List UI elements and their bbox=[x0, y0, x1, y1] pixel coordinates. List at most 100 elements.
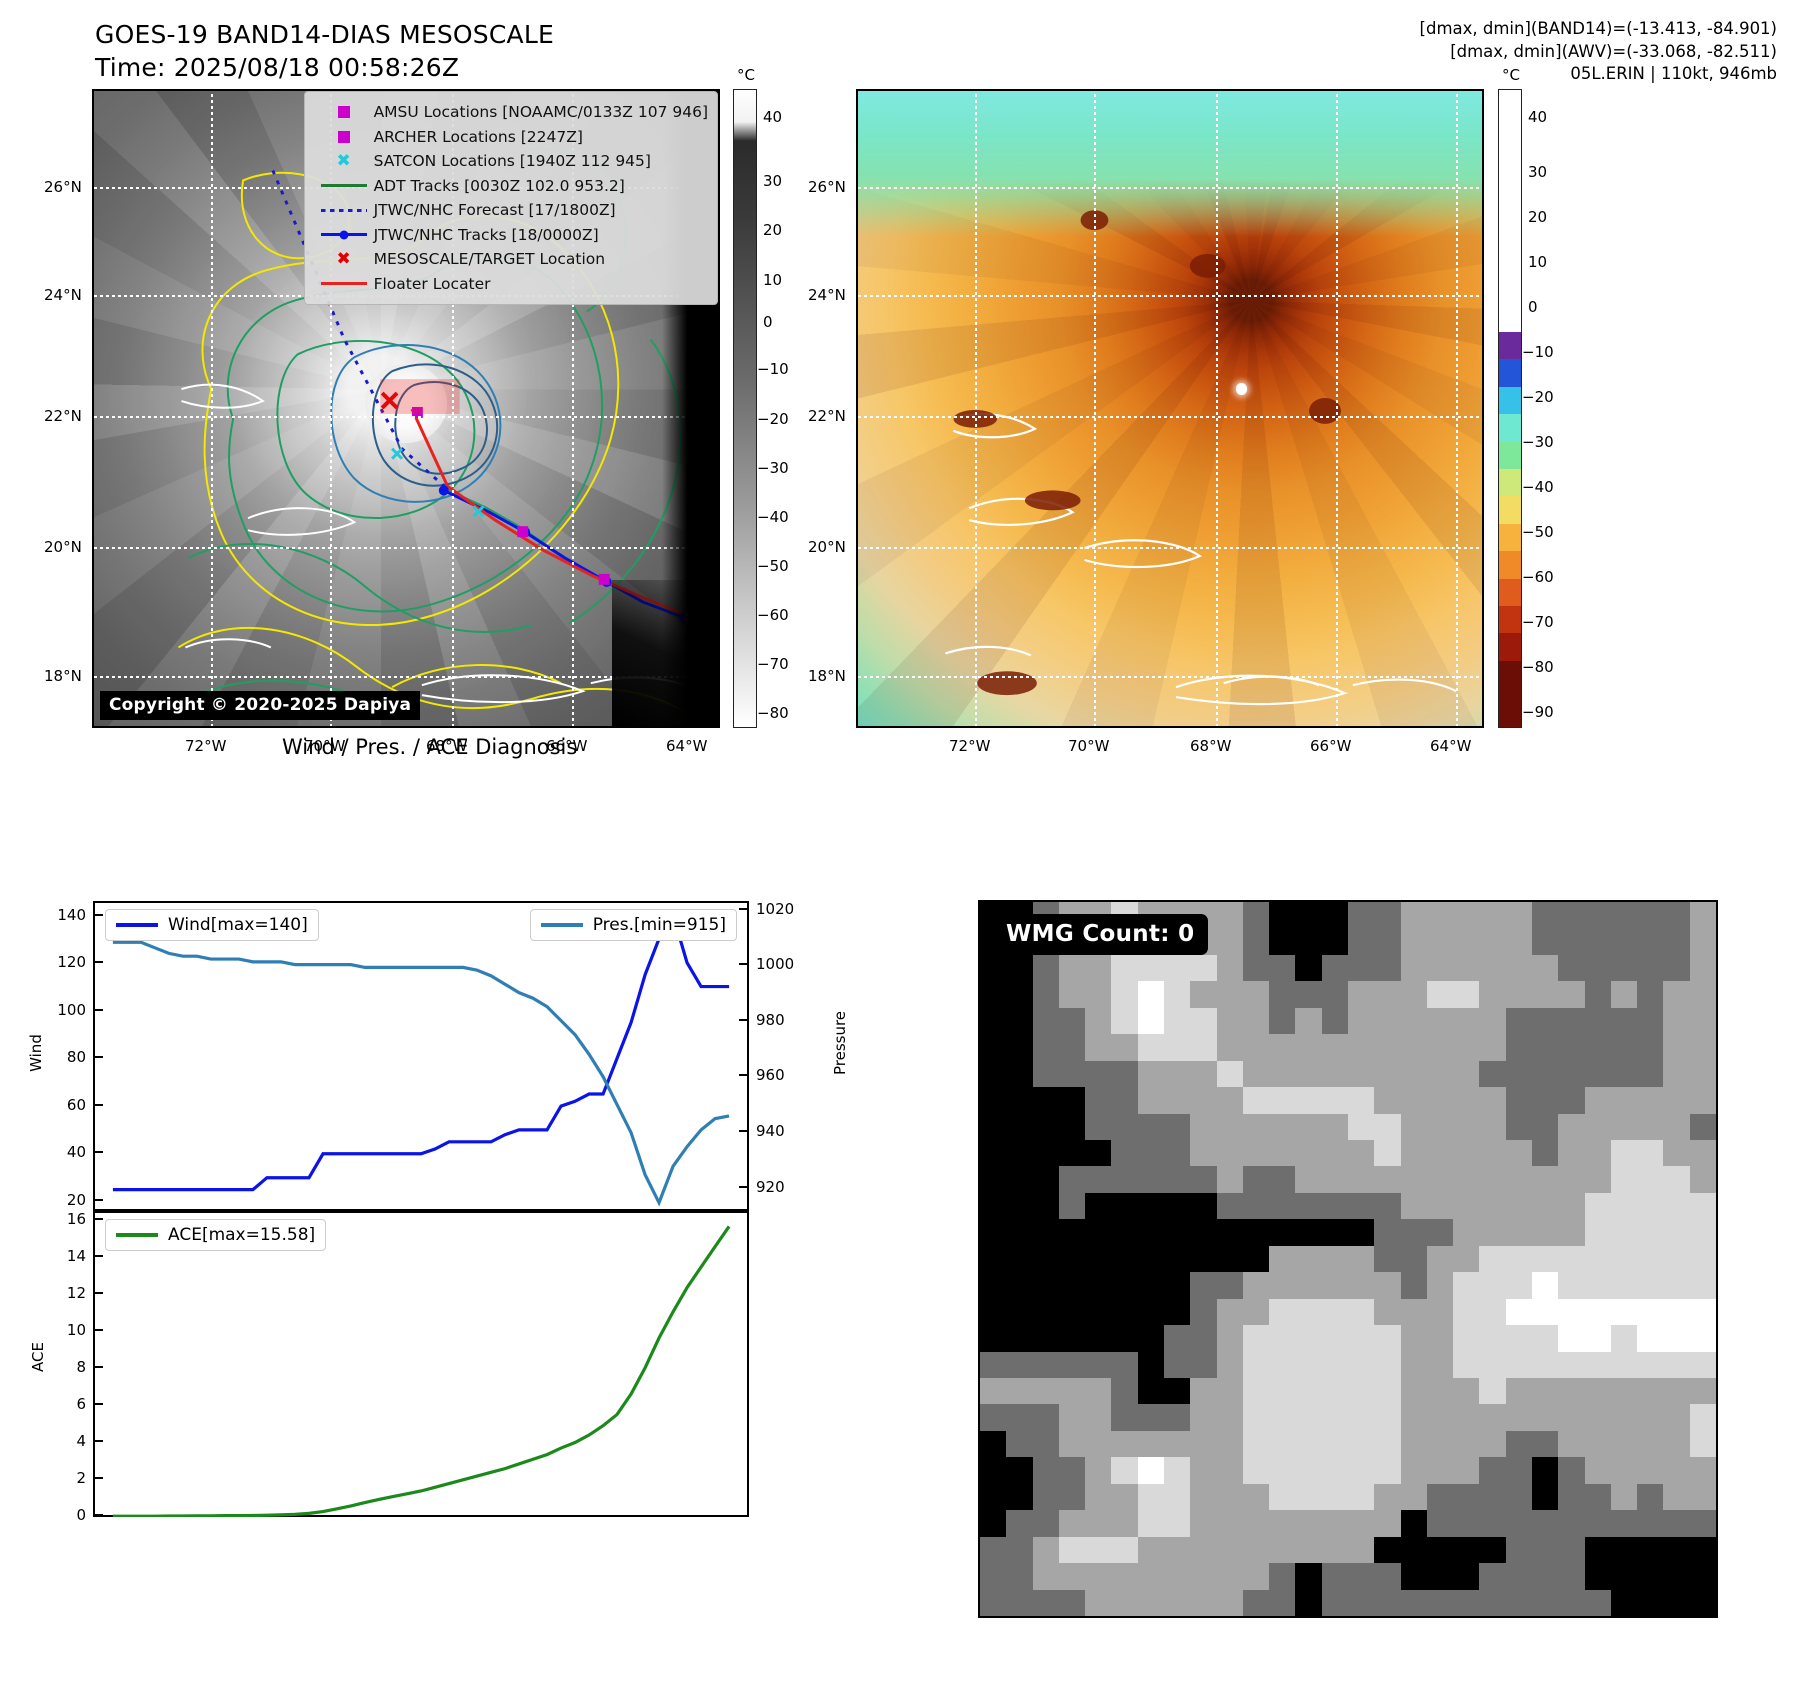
wmg-cell bbox=[1269, 1140, 1296, 1167]
wmg-cell bbox=[1689, 1483, 1716, 1511]
wmg-cell bbox=[1479, 1457, 1506, 1484]
wmg-cell bbox=[1111, 1007, 1138, 1035]
wmg-cell bbox=[1242, 1351, 1270, 1378]
wmg-cell bbox=[1321, 1430, 1348, 1458]
wmg-cell bbox=[1321, 1404, 1348, 1431]
wmg-cell bbox=[1610, 1430, 1638, 1458]
wmg-cell bbox=[1190, 1272, 1217, 1299]
wmg-cell bbox=[1321, 1192, 1348, 1220]
wmg-cell bbox=[1348, 1087, 1375, 1114]
ir-colorbar[interactable] bbox=[733, 89, 757, 728]
wmg-cell bbox=[1058, 1483, 1086, 1511]
wmg-cell bbox=[1295, 1404, 1322, 1431]
wmg-cell bbox=[1137, 1404, 1164, 1431]
wmg-cell bbox=[1426, 1272, 1454, 1299]
wmg-cell bbox=[1269, 1483, 1296, 1511]
wmg-cell bbox=[1321, 954, 1348, 982]
awv-gridline-68w bbox=[1216, 91, 1218, 726]
wmg-cell bbox=[1032, 1219, 1059, 1246]
wmg-cell bbox=[1505, 1430, 1532, 1458]
wmg-cell bbox=[1663, 1404, 1690, 1431]
wmg-cell bbox=[1058, 1034, 1086, 1061]
wmg-cell bbox=[1295, 1536, 1322, 1564]
wmg-cell bbox=[1137, 1113, 1164, 1140]
wmg-cell bbox=[1426, 1007, 1454, 1035]
title-line-1: GOES-19 BAND14-DIAS MESOSCALE bbox=[95, 20, 554, 49]
wind-legend-swatch bbox=[116, 923, 158, 927]
wmg-cell bbox=[1164, 981, 1191, 1008]
awv-cb-tick-m60: −60 bbox=[1522, 568, 1554, 586]
wmg-cell bbox=[1242, 1536, 1270, 1564]
ir-lat-20n: 20°N bbox=[44, 538, 82, 556]
wmg-cell bbox=[1505, 1007, 1532, 1035]
wmg-cell bbox=[1164, 1378, 1191, 1405]
ir-legend[interactable]: AMSU Locations [NOAAMC/0133Z 107 946] AR… bbox=[303, 91, 718, 305]
wmg-cell bbox=[1085, 954, 1112, 982]
wmg-cell bbox=[1663, 1510, 1690, 1537]
awv-gridline-70w bbox=[1094, 91, 1096, 726]
wmg-cell bbox=[1426, 1034, 1454, 1061]
wind-legend[interactable]: Wind[max=140] bbox=[105, 909, 319, 941]
wmg-cell bbox=[1532, 1378, 1559, 1405]
wmg-cell bbox=[1453, 981, 1480, 1008]
wmg-cell bbox=[1505, 1245, 1532, 1273]
wmg-cell bbox=[1400, 981, 1427, 1008]
amsu-square-icon bbox=[314, 106, 374, 119]
wmg-cell bbox=[1532, 1034, 1559, 1061]
ir-gridline-66w bbox=[572, 91, 574, 726]
wmg-cell bbox=[1164, 1087, 1191, 1114]
wmg-cell bbox=[1085, 1589, 1112, 1616]
wmg-cell bbox=[1348, 1298, 1375, 1326]
wmg-cell bbox=[1348, 1272, 1375, 1299]
wmg-cell bbox=[1111, 1140, 1138, 1167]
wind-pressure-chart[interactable]: 20 40 60 80 100 120 140 920 940 960 980 1000 1020 W… bbox=[57, 900, 794, 1211]
wmg-cell bbox=[1426, 1192, 1454, 1220]
wmg-cell bbox=[1348, 1245, 1375, 1273]
wmg-cell bbox=[1058, 1325, 1086, 1352]
wmg-cell bbox=[1006, 1034, 1033, 1061]
ace-chart[interactable]: 0 2 4 6 8 10 12 14 16 ACE[max=15.58] bbox=[67, 1210, 749, 1524]
wmg-cell bbox=[1426, 981, 1454, 1008]
wmg-cell bbox=[1689, 1510, 1716, 1537]
left-tickmark-10 bbox=[95, 1328, 103, 1331]
wmg-cell bbox=[1453, 1034, 1480, 1061]
wmg-cell bbox=[1242, 1298, 1270, 1326]
wmg-cell bbox=[1374, 1510, 1401, 1537]
ir-satellite-panel[interactable]: AMSU Locations [NOAAMC/0133Z 107 946] AR… bbox=[92, 89, 720, 728]
wmg-cell bbox=[1637, 1113, 1664, 1140]
wmg-cell bbox=[1532, 1483, 1559, 1511]
wmg-cell bbox=[1111, 1404, 1138, 1431]
wmg-cell bbox=[1216, 1536, 1243, 1564]
wmg-cell bbox=[1321, 1589, 1348, 1616]
awv-cb-tick-m10: −10 bbox=[1522, 343, 1554, 361]
pressure-legend[interactable]: Pres.[min=915] bbox=[529, 909, 737, 941]
wmg-cell bbox=[980, 1351, 1007, 1378]
ir-lon-64w: 64°W bbox=[666, 737, 708, 755]
wmg-cell bbox=[1058, 1457, 1086, 1484]
wmg-panel[interactable]: WMG Count: 0 bbox=[978, 900, 1718, 1618]
wmg-cell bbox=[1663, 1166, 1690, 1193]
awv-lon-70w: 70°W bbox=[1068, 737, 1110, 755]
wmg-cell bbox=[1006, 1245, 1033, 1273]
wmg-cell bbox=[1111, 1113, 1138, 1140]
wmg-cell bbox=[1689, 1325, 1716, 1352]
awv-colorbar[interactable] bbox=[1498, 89, 1522, 728]
wmg-cell bbox=[1453, 1536, 1480, 1564]
left-tick-8: 8 bbox=[76, 1357, 86, 1376]
wmg-cell bbox=[1637, 1219, 1664, 1246]
wmg-cell bbox=[1663, 1351, 1690, 1378]
awv-satellite-panel[interactable] bbox=[856, 89, 1484, 728]
wmg-cell bbox=[1505, 1166, 1532, 1193]
wmg-cell bbox=[1610, 902, 1638, 929]
legend-row-amsu: AMSU Locations [NOAAMC/0133Z 107 946] bbox=[314, 100, 708, 125]
wmg-cell bbox=[1505, 1563, 1532, 1590]
wmg-cell bbox=[1058, 1404, 1086, 1431]
wmg-cell bbox=[1295, 1378, 1322, 1405]
wmg-cell bbox=[1453, 1325, 1480, 1352]
ace-legend[interactable]: ACE[max=15.58] bbox=[105, 1219, 327, 1251]
wmg-cell bbox=[1426, 1140, 1454, 1167]
wmg-cell bbox=[1190, 1007, 1217, 1035]
wmg-cell bbox=[1242, 1060, 1270, 1088]
wmg-cell bbox=[1663, 954, 1690, 982]
wmg-cell bbox=[1663, 1219, 1690, 1246]
